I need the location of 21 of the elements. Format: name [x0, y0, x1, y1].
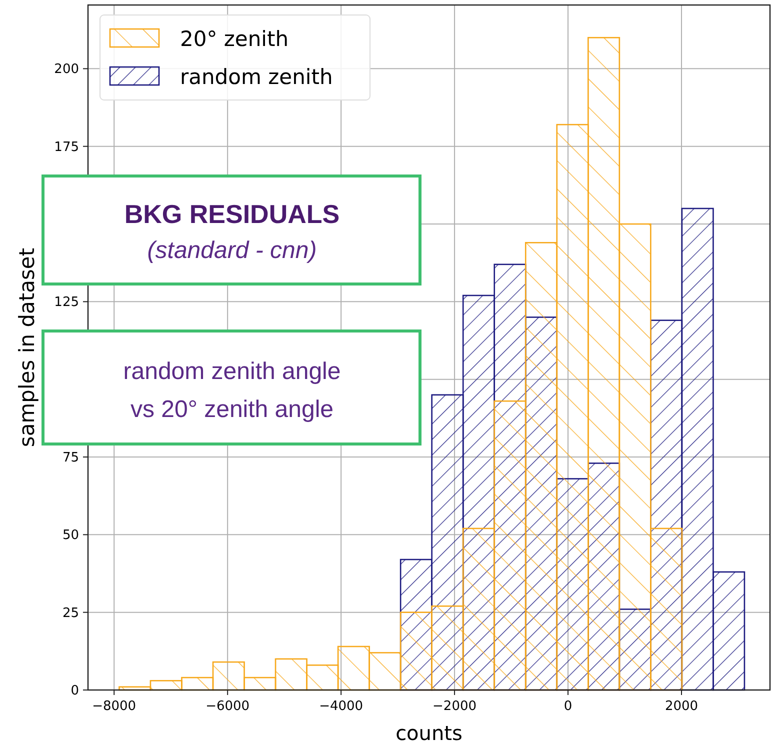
y-tick-label: 200 [54, 62, 79, 78]
y-tick-label: 175 [54, 140, 79, 155]
annotation: vs 20° zenith angle [130, 396, 334, 423]
x-axis-title: counts [396, 721, 462, 745]
annotation: random zenith angle [123, 358, 341, 385]
y-tick-label: 125 [54, 295, 79, 310]
x-tick-label: 2000 [664, 699, 698, 714]
annotation: BKG RESIDUALS [124, 199, 340, 229]
y-axis-title: samples in dataset [15, 248, 39, 448]
annotation: (standard - cnn) [147, 237, 317, 264]
x-tick-label: 0 [564, 699, 572, 714]
x-tick-label: −4000 [319, 699, 364, 714]
legend-label: 20° zenith [180, 27, 289, 51]
y-tick-label: 0 [70, 684, 79, 698]
legend-label: random zenith [180, 65, 333, 89]
y-tick-label: 25 [62, 606, 79, 621]
x-tick-label: −2000 [432, 699, 477, 714]
y-tick-label: 75 [62, 450, 79, 466]
y-tick-label: 50 [62, 528, 79, 544]
x-tick-label: −8000 [92, 699, 136, 714]
x-tick-label: −6000 [206, 699, 250, 714]
